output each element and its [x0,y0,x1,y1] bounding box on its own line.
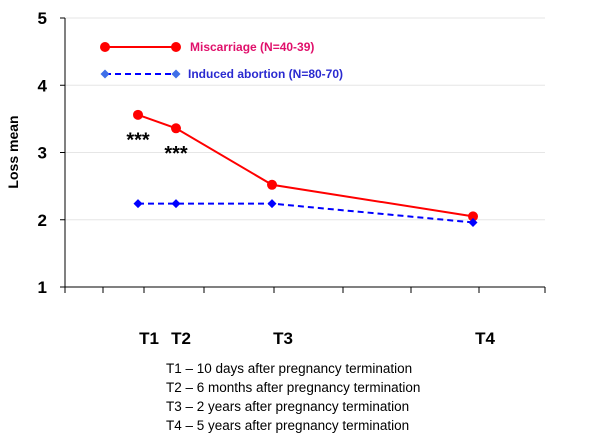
legend: Miscarriage (N=40-39) Induced abortion (N… [100,40,343,81]
data-point [468,217,478,227]
legend-label: Induced abortion (N=80-70) [188,67,343,81]
significance-annotations: *** *** [126,129,188,164]
x-category-label: T1 [139,329,159,348]
legend-marker [100,42,110,52]
y-ticks: 1 2 3 4 5 [38,9,65,297]
x-category-label: T3 [273,329,293,348]
y-tick-label: 5 [38,9,47,28]
note-t3: T3 – 2 years after pregnancy termination [166,399,410,414]
series-layer [133,109,478,227]
x-category-label: T4 [475,329,495,348]
legend-marker [100,69,110,79]
data-point [267,199,277,209]
series-line [137,113,474,218]
significance-stars: *** [126,129,150,151]
series-induced-abortion [133,199,478,227]
time-point-notes: T1 – 10 days after pregnancy termination… [166,359,586,435]
legend-label: Miscarriage (N=40-39) [190,40,314,54]
data-point [133,109,143,120]
legend-marker [171,69,181,79]
x-category-label: T2 [171,329,191,348]
x-ticks [64,287,546,293]
gridlines [65,17,545,221]
series-miscarriage [133,109,478,222]
data-point [468,211,478,222]
x-category-labels: T1 T2 T3 T4 [139,329,495,348]
legend-marker [171,42,181,52]
y-tick-label: 1 [38,278,47,297]
y-tick-label: 2 [38,211,47,230]
loss-mean-chart: 1 2 3 4 5 Loss mean *** *** Miscarriage (N=40… [5,9,546,348]
legend-item-induced-abortion: Induced abortion (N=80-70) [100,67,343,81]
data-point [133,199,143,209]
y-axis-title: Loss mean [5,115,21,188]
data-point [267,179,277,190]
y-tick-label: 3 [38,144,47,163]
series-line [138,202,474,224]
data-point [171,123,181,134]
y-tick-label: 4 [38,76,48,95]
note-t1: T1 – 10 days after pregnancy termination [166,361,413,376]
note-t4: T4 – 5 years after pregnancy termination [166,418,410,433]
legend-item-miscarriage: Miscarriage (N=40-39) [100,40,314,54]
significance-stars: *** [164,143,188,165]
note-t2: T2 – 6 months after pregnancy terminatio… [166,380,421,395]
data-point [171,199,181,209]
